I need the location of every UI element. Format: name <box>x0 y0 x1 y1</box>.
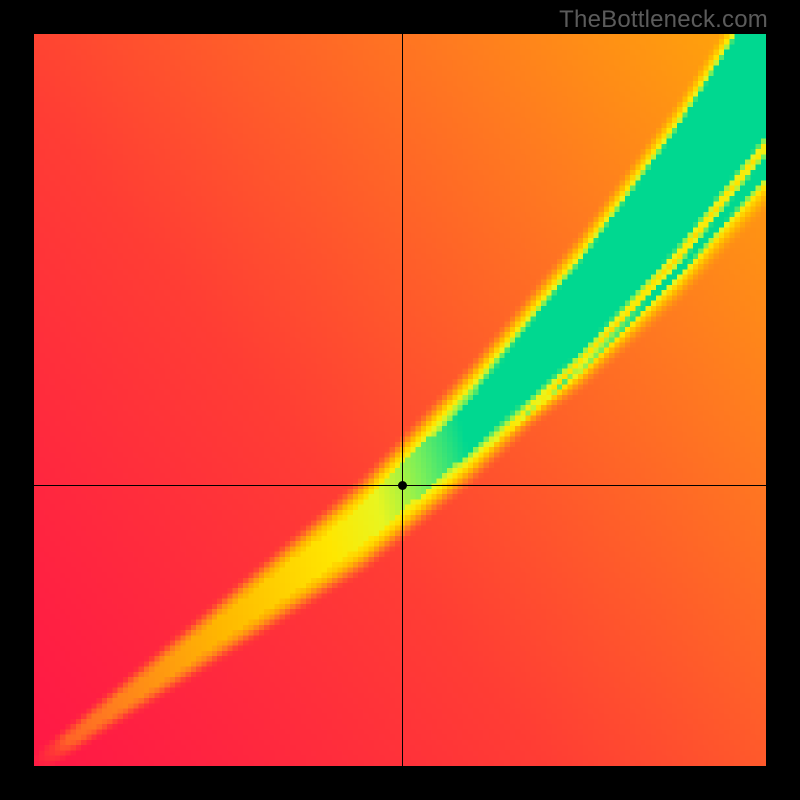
crosshair-vertical <box>402 34 403 766</box>
selected-config-marker <box>398 481 407 490</box>
bottleneck-heatmap <box>34 34 766 766</box>
watermark-text: TheBottleneck.com <box>559 6 768 34</box>
chart-container: TheBottleneck.com <box>0 0 800 800</box>
